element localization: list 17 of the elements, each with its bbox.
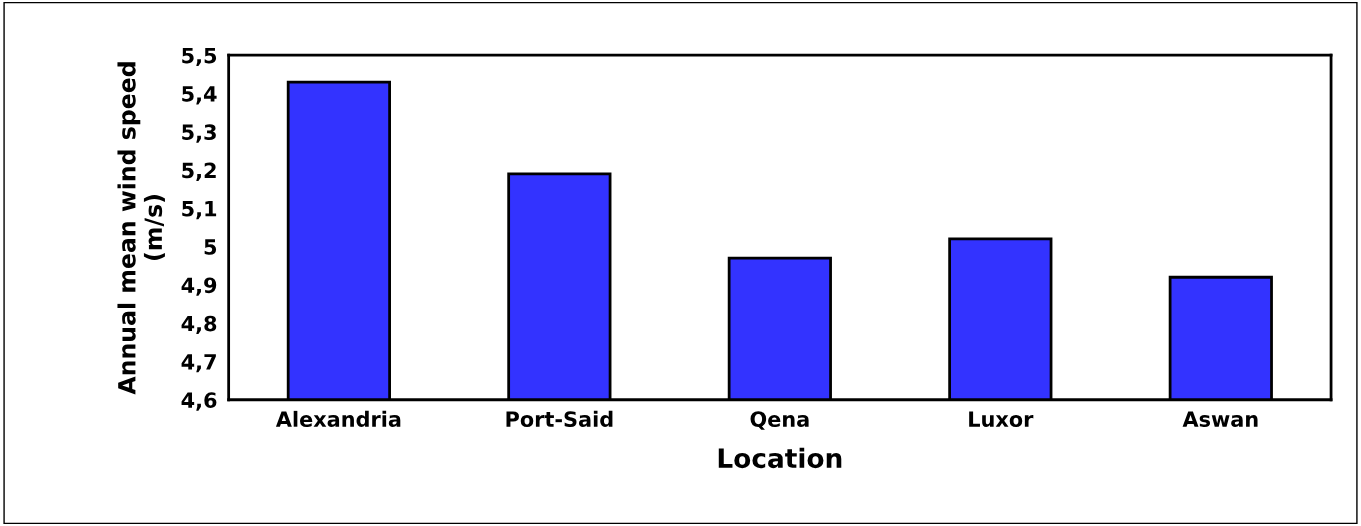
y-tick-label: 4,7 <box>181 354 216 373</box>
y-tick-label: 5 <box>204 239 217 255</box>
y-tick-label: 5,2 <box>182 162 216 181</box>
y-tick-label: 5,4 <box>182 86 217 105</box>
x-tick-label: Alexandria <box>275 410 401 427</box>
y-tick-label: 5,3 <box>182 124 216 143</box>
y-tick-label: 5,1 <box>182 201 217 220</box>
x-tick-label: Aswan <box>1182 411 1258 427</box>
y-tick-label: 4,6 <box>181 392 217 411</box>
y-tick-label: 4,8 <box>181 315 217 335</box>
y-tick-label: 5,5 <box>182 47 217 67</box>
y-tick-label: 4,9 <box>181 277 217 296</box>
x-tick-label: Qena <box>750 411 809 430</box>
x-tick-label: Port-Said <box>506 410 613 427</box>
y-axis-title: Annual mean wind speed (m/s) <box>117 62 165 395</box>
x-axis-title: Location <box>718 447 842 469</box>
x-tick-label: Luxor <box>969 411 1034 427</box>
